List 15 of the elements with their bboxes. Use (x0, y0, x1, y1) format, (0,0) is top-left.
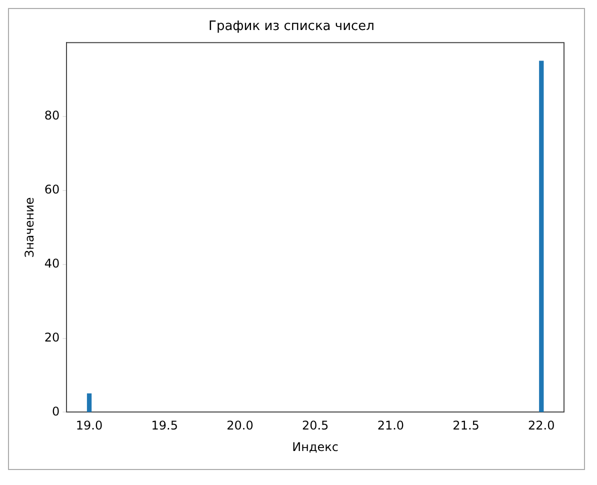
x-tick-label: 21.0 (377, 418, 404, 433)
y-axis-title: Значение (22, 197, 36, 258)
y-tick-label: 0 (52, 404, 60, 418)
x-tick-label: 19.0 (76, 418, 103, 433)
x-tick-label: 22.0 (528, 418, 555, 433)
y-tick-label: 20 (44, 330, 60, 344)
x-tick-label: 20.5 (302, 418, 329, 433)
x-axis-title: Индекс (292, 440, 339, 454)
x-tick-label: 20.0 (226, 418, 254, 433)
chart-title: График из списка чисел (208, 19, 374, 34)
x-tick-label: 21.5 (452, 418, 480, 433)
y-tick-label: 80 (44, 108, 60, 123)
x-tick-label: 19.5 (151, 418, 178, 433)
y-tick-label: 40 (44, 256, 60, 270)
y-tick-label: 60 (44, 182, 60, 197)
